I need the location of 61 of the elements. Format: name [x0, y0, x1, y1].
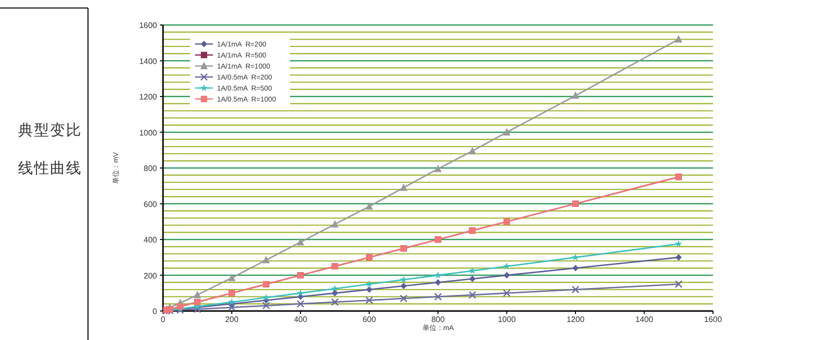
x-tick-label: 1200 — [566, 315, 585, 324]
y-tick-label: 1000 — [139, 128, 158, 138]
point — [228, 274, 236, 282]
point — [504, 272, 510, 278]
x-tick-label: 1600 — [704, 315, 722, 324]
x-tick-label: 1400 — [635, 315, 654, 324]
y-tick-label: 1200 — [139, 92, 158, 102]
point — [194, 305, 202, 314]
point — [262, 302, 270, 310]
annotation: 典型变比 — [18, 122, 82, 139]
point — [400, 282, 407, 290]
x-tick-label: 200 — [225, 315, 239, 324]
point — [674, 280, 682, 288]
point — [400, 276, 408, 283]
point — [228, 304, 236, 312]
point — [331, 284, 339, 292]
point — [434, 164, 442, 172]
point — [332, 290, 338, 296]
point — [434, 279, 442, 286]
point — [503, 128, 510, 136]
x-tick-label: 400 — [294, 315, 308, 324]
x-tick-label: 800 — [431, 315, 446, 324]
y-tick-label: 200 — [144, 271, 158, 280]
point — [296, 300, 304, 308]
point — [228, 298, 236, 306]
point — [400, 183, 408, 191]
point — [502, 289, 511, 297]
point — [503, 262, 510, 270]
y-tick-label: 1400 — [139, 56, 158, 66]
point — [262, 294, 270, 301]
point — [331, 298, 339, 306]
point — [572, 91, 580, 99]
y-tick-label: 600 — [144, 200, 158, 209]
point — [572, 264, 579, 272]
x-tick-label: 600 — [362, 315, 376, 324]
point — [366, 280, 373, 288]
point — [572, 286, 580, 294]
point — [194, 290, 202, 298]
point — [262, 256, 270, 264]
point — [468, 266, 476, 274]
point — [434, 292, 442, 301]
point — [366, 202, 373, 210]
point — [468, 146, 476, 154]
point — [674, 35, 682, 42]
y-tick-label: 0 — [152, 307, 158, 316]
y-tick-label: 800 — [144, 164, 158, 173]
point — [296, 238, 304, 246]
x-tick-label: 0 — [160, 315, 166, 324]
point — [434, 271, 442, 278]
point — [674, 240, 682, 248]
point — [331, 220, 339, 228]
point — [400, 294, 408, 302]
point — [469, 276, 476, 282]
y-tick-label: 400 — [144, 236, 158, 244]
point — [365, 296, 374, 304]
point — [572, 254, 580, 260]
point — [675, 254, 682, 261]
point — [468, 291, 476, 299]
y-tick-label: 1600 — [139, 21, 158, 30]
x-tick-label: 1000 — [498, 315, 516, 324]
annotation: 线性曲线 — [18, 160, 82, 177]
